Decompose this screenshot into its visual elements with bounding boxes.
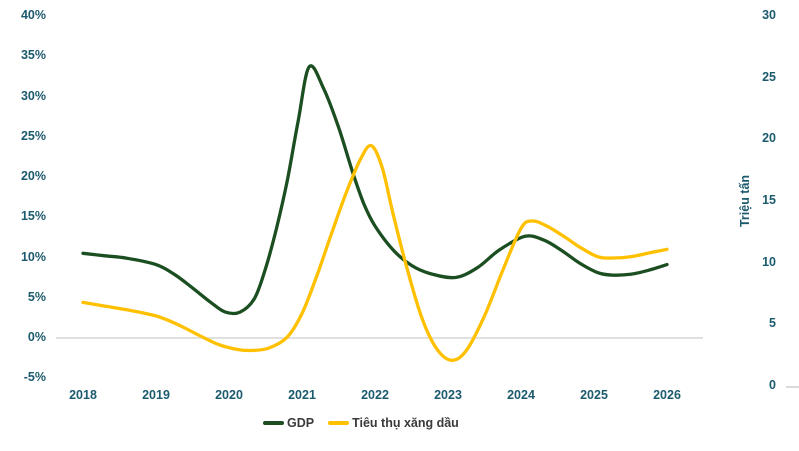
right-axis-tick: 10 [762,255,776,269]
x-axis-label: 2022 [361,388,389,402]
right-axis-tick: 25 [762,70,776,84]
right-axis-tick: 0 [769,378,776,392]
right-axis-tick: 15 [762,193,776,207]
legend-item-fuel: Tiêu thụ xăng dầu [328,416,459,430]
gdp-line-swatch [263,421,284,425]
left-axis-tick: 30% [20,89,46,103]
x-axis-label: 2019 [142,388,170,402]
left-axis-tick: -5% [23,370,46,384]
left-axis-tick: 0% [27,330,46,344]
x-axis-label: 2023 [434,388,462,402]
right-axis-tick: 30 [762,8,776,22]
zero-gridline [56,337,703,339]
x-axis-label: 2018 [69,388,97,402]
right-axis-tick: 5 [769,316,776,330]
left-axis-tick: 10% [20,250,46,264]
left-axis-tick: 25% [20,129,46,143]
x-axis-label: 2021 [288,388,316,402]
fuel-consumption-line [81,143,669,362]
legend-label-gdp: GDP [287,416,315,430]
left-axis-tick: 15% [20,209,46,223]
legend-label-fuel: Tiêu thụ xăng dầu [352,416,459,430]
x-axis-label: 2025 [580,388,608,402]
left-axis-tick: 20% [20,169,46,183]
x-axis-label: 2024 [507,388,535,402]
left-axis-tick: 5% [27,290,46,304]
legend-item-gdp: GDP [263,416,314,430]
left-axis-tick: 40% [20,8,46,22]
fuel-line-swatch [328,421,350,425]
left-axis-tick: 35% [20,48,46,62]
gdp-line [81,64,669,316]
right-axis-zero-tick [786,386,799,388]
legend: GDP Tiêu thụ xăng dầu [263,416,459,430]
right-axis-tick: 20 [762,131,776,145]
x-axis-label: 2020 [215,388,243,402]
x-axis-label: 2026 [653,388,681,402]
